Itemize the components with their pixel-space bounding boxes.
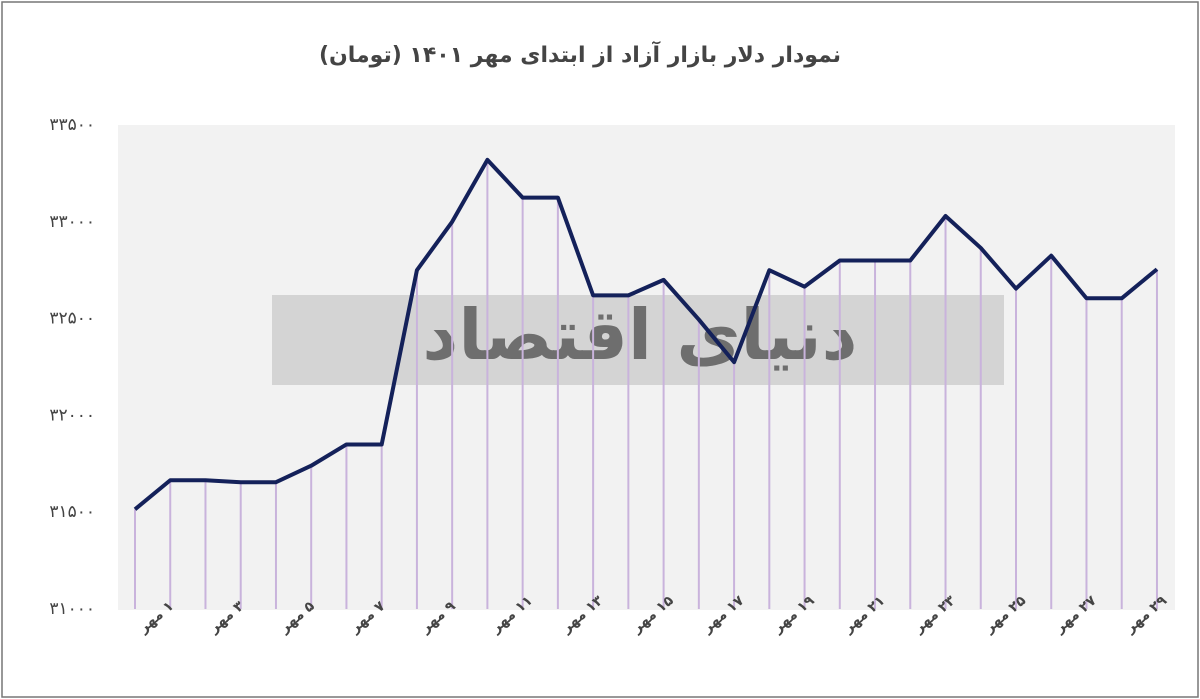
y-tick-label: ۳۲۵۰۰ [49,309,95,329]
chart-title: نمودار دلار بازار آزاد از ابتدای مهر ۱۴۰… [319,40,841,68]
watermark: دنیای اقتصاد [422,294,857,376]
y-tick-label: ۳۲۰۰۰ [49,405,95,425]
data-line [133,157,1159,511]
y-tick-label: ۳۳۰۰۰ [49,212,95,232]
watermark-band [272,295,1004,385]
y-tick-label: ۳۱۵۰۰ [49,502,95,522]
y-tick-label: ۳۱۰۰۰ [49,599,95,619]
y-tick-label: ۳۳۵۰۰ [49,115,95,135]
